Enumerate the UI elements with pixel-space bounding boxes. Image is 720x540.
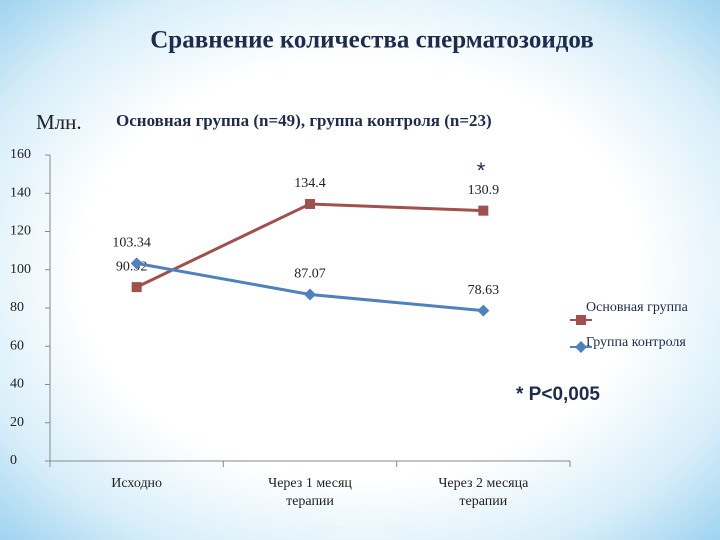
- data-point: [304, 288, 316, 301]
- annotation: *: [477, 158, 486, 183]
- legend-label: Группа контроля: [586, 335, 686, 350]
- data-label: 103.34: [112, 236, 151, 251]
- data-point: [478, 205, 489, 216]
- data-label: 90.92: [116, 259, 148, 274]
- y-tick-label: 120: [10, 224, 31, 239]
- annotation: * P<0,005: [516, 384, 600, 405]
- y-tick-label: 40: [10, 377, 24, 392]
- x-tick-label: Через 1 месяц терапии: [268, 476, 352, 509]
- data-point: [130, 257, 143, 270]
- y-tick-label: 140: [10, 185, 31, 200]
- data-point: [477, 304, 490, 317]
- y-tick-label: 160: [10, 147, 31, 162]
- data-label: 130.9: [468, 183, 500, 198]
- y-tick-label: 0: [10, 453, 17, 468]
- subtitle: Основная группа (n=49), группа контроля …: [116, 111, 492, 130]
- y-unit: Млн.: [36, 110, 82, 134]
- x-tick-label: Исходно: [111, 476, 163, 491]
- legend-label: Основная группа: [586, 300, 689, 315]
- y-tick-label: 20: [10, 415, 24, 430]
- data-point: [305, 198, 315, 209]
- data-label: 78.63: [468, 283, 500, 298]
- y-tick-label: 100: [10, 262, 31, 277]
- legend-marker: [576, 315, 586, 325]
- data-label: 87.07: [294, 267, 326, 282]
- legend-marker: [575, 341, 587, 353]
- data-point: [131, 282, 142, 293]
- data-label: 134.4: [294, 176, 326, 191]
- chart-title: Сравнение количества сперматозоидов: [150, 27, 594, 54]
- y-tick-label: 60: [10, 338, 24, 353]
- x-tick-label: Через 2 месяца терапии: [438, 476, 529, 509]
- y-tick-label: 80: [10, 300, 24, 315]
